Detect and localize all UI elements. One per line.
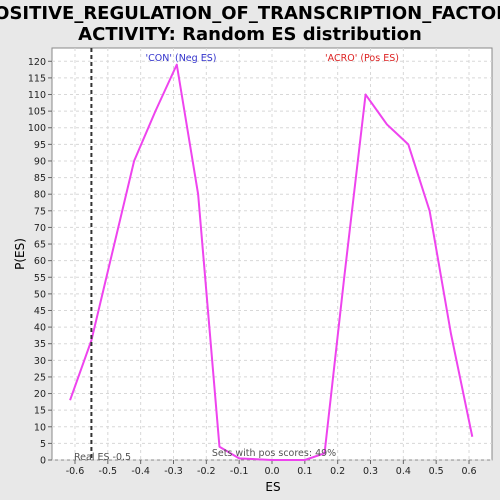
y-tick-label: 40 [34, 323, 46, 334]
x-tick-label: 0.3 [363, 466, 378, 477]
y-tick-label: 90 [34, 156, 46, 167]
y-tick-label: 25 [34, 372, 46, 383]
y-axis-label: P(ES) [13, 238, 27, 270]
grid [52, 48, 492, 461]
y-tick-label: 120 [28, 57, 46, 68]
y-tick-label: 15 [34, 406, 46, 417]
es-distribution-line [69, 63, 474, 461]
y-tick-label: 60 [34, 256, 46, 267]
y-tick-label: 110 [28, 90, 46, 101]
y-tick-label: 35 [34, 339, 46, 350]
y-tick-label: 95 [34, 140, 46, 151]
y-tick-label: 5 [40, 439, 46, 450]
x-tick-label: 0.1 [297, 466, 312, 477]
real-es-label: Real ES -0.5 [74, 452, 131, 463]
pos-scores-label: Sets with pos scores: 49% [212, 448, 336, 459]
y-tick-label: 65 [34, 240, 46, 251]
pos-es-label: 'ACRO' (Pos ES) [325, 53, 399, 64]
y-tick-label: 105 [28, 107, 46, 118]
x-tick-label: -0.3 [164, 466, 183, 477]
x-tick-label: 0.5 [429, 466, 444, 477]
x-tick-label: -0.1 [230, 466, 249, 477]
y-tick-label: 85 [34, 173, 46, 184]
x-tick-label: -0.5 [99, 466, 118, 477]
y-tick-label: 100 [28, 123, 46, 134]
x-tick-label: -0.2 [197, 466, 216, 477]
y-tick-label: 0 [40, 456, 46, 467]
y-tick-label: 30 [34, 356, 46, 367]
x-tick-label: -0.4 [131, 466, 150, 477]
y-tick-label: 10 [34, 422, 46, 433]
chart-title-line-2: ACTIVITY: Random ES distribution [78, 24, 422, 45]
y-tick-label: 80 [34, 190, 46, 201]
x-tick-label: 0.2 [330, 466, 345, 477]
x-tick-label: 0.0 [264, 466, 279, 477]
chart-title-line-1: POSITIVE_REGULATION_OF_TRANSCRIPTION_FAC… [0, 3, 500, 24]
series-layer [69, 63, 474, 461]
y-tick-label: 70 [34, 223, 46, 234]
y-tick-label: 50 [34, 289, 46, 300]
neg-es-label: 'CON' (Neg ES) [146, 53, 217, 64]
y-tick-label: 115 [28, 73, 46, 84]
y-tick-label: 45 [34, 306, 46, 317]
x-tick-label: -0.6 [66, 466, 85, 477]
x-tick-label: 0.6 [461, 466, 476, 477]
x-axis: -0.6 -0.5 -0.4 -0.3 -0.2 -0.1 0.0 0.1 0.2 0.3 0.4 0… [66, 460, 477, 477]
y-tick-label: 55 [34, 273, 46, 284]
y-tick-label: 75 [34, 206, 46, 217]
y-axis: 0 5 10 15 20 25 30 35 40 45 50 55 60 65 70 75 80 85 90 95 10… [28, 57, 52, 467]
y-tick-label: 20 [34, 389, 46, 400]
x-axis-label: ES [265, 480, 280, 494]
x-tick-label: 0.4 [396, 466, 411, 477]
